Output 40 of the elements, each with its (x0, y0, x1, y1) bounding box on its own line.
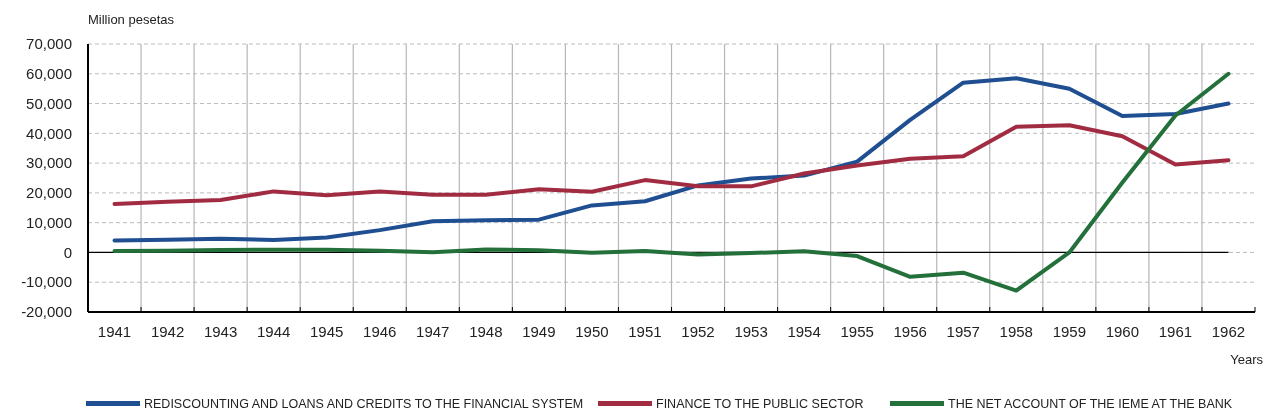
x-tick-label: 1952 (681, 323, 715, 340)
x-tick-label: 1956 (893, 323, 927, 340)
legend-label: REDISCOUNTING AND LOANS AND CREDITS TO THE FINANCIAL SYSTEM (144, 397, 584, 411)
x-tick-label: 1950 (575, 323, 609, 340)
y-tick-label: 10,000 (26, 213, 72, 231)
y-tick-label: 50,000 (26, 94, 72, 112)
x-tick-label: 1949 (522, 323, 556, 340)
x-axis-title: Years (1230, 352, 1264, 367)
x-tick-label: 1948 (469, 323, 503, 340)
line-series (112, 71, 1231, 293)
x-tick-label: 1951 (628, 323, 662, 340)
legend-label: FINANCE TO THE PUBLIC SECTOR (656, 397, 864, 411)
y-tick-label: 0 (63, 243, 72, 261)
x-tick-label: 1946 (363, 323, 397, 340)
legend-label: THE NET ACCOUNT OF THE IEME AT THE BANK (948, 397, 1233, 411)
line-series (112, 76, 1231, 243)
y-tick-label: 30,000 (26, 154, 72, 172)
x-tick-label: 1942 (150, 323, 185, 340)
x-tick-label: 1958 (999, 323, 1033, 340)
y-tick-label: 20,000 (26, 184, 72, 202)
y-tick-label: -20,000 (21, 303, 72, 321)
x-tick-label: 1960 (1105, 323, 1140, 340)
y-tick-label: -10,000 (21, 273, 72, 291)
x-tick-label: 1941 (97, 323, 132, 340)
y-tick-label: 40,000 (26, 124, 72, 142)
line-series (112, 123, 1231, 206)
x-tick-label: 1944 (256, 323, 291, 340)
x-tick-label: 1953 (734, 323, 768, 340)
x-tick-label: 1957 (946, 323, 980, 340)
x-tick-label: 1959 (1052, 323, 1087, 340)
x-tick-label: 1943 (203, 323, 238, 340)
y-tick-label: 60,000 (26, 65, 72, 83)
y-axis-title: Million pesetas (88, 12, 175, 27)
x-tick-label: 1961 (1158, 323, 1193, 340)
y-tick-label: 70,000 (26, 35, 72, 53)
x-tick-label: 1962 (1211, 323, 1246, 340)
x-tick-label: 1955 (840, 323, 874, 340)
x-tick-label: 1945 (310, 323, 344, 340)
x-tick-label: 1954 (787, 323, 821, 340)
x-tick-label: 1947 (416, 323, 450, 340)
